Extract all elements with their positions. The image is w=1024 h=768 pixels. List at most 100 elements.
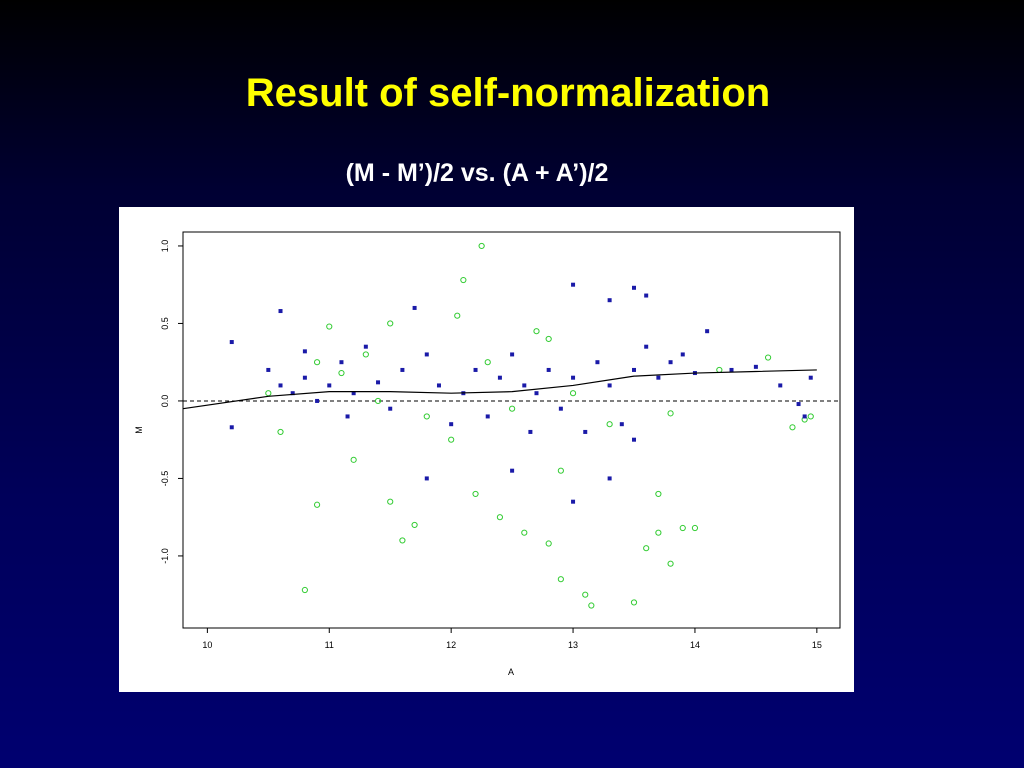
point	[290, 391, 295, 396]
point	[376, 380, 381, 385]
point	[301, 586, 308, 594]
point	[229, 340, 234, 345]
point	[632, 437, 637, 442]
point	[644, 344, 649, 349]
point	[619, 422, 624, 427]
point	[789, 424, 796, 431]
y-tick-label: 0.0	[160, 395, 170, 408]
point	[546, 367, 551, 372]
point	[313, 359, 321, 366]
point	[472, 490, 479, 498]
point	[424, 352, 429, 357]
point	[509, 405, 516, 412]
point	[485, 414, 490, 419]
point	[679, 524, 686, 532]
y-tick-label: 1.0	[160, 240, 170, 253]
point	[569, 390, 577, 397]
point	[229, 425, 234, 430]
point	[400, 367, 405, 372]
point	[302, 375, 307, 380]
point	[571, 282, 576, 287]
y-tick-label: -1.0	[160, 548, 170, 564]
point	[302, 349, 307, 354]
point	[496, 514, 504, 521]
point	[387, 498, 394, 505]
x-tick-label: 11	[325, 640, 334, 650]
point	[424, 476, 429, 481]
point	[583, 429, 588, 434]
point	[277, 428, 284, 436]
x-tick-label: 12	[446, 640, 456, 650]
point	[313, 501, 321, 508]
point	[278, 309, 283, 314]
point	[571, 375, 576, 380]
point	[528, 429, 533, 434]
point	[807, 413, 814, 420]
point	[449, 422, 454, 427]
point	[667, 560, 674, 567]
point	[339, 360, 344, 365]
point	[545, 540, 552, 547]
point	[680, 352, 685, 357]
point	[387, 320, 394, 327]
point	[582, 591, 589, 598]
point	[510, 352, 515, 357]
point	[655, 529, 662, 536]
x-tick-label: 10	[202, 640, 212, 650]
point	[667, 410, 674, 417]
fit-line	[182, 369, 817, 410]
point	[351, 391, 356, 396]
point	[345, 414, 350, 419]
point	[796, 402, 801, 407]
y-tick-label: -0.5	[160, 471, 170, 487]
point	[632, 285, 637, 290]
point	[533, 328, 540, 335]
point	[497, 375, 502, 380]
x-tick-label: 15	[812, 640, 822, 650]
point	[388, 406, 393, 411]
point	[350, 456, 357, 463]
point	[656, 375, 661, 380]
point	[778, 383, 783, 388]
point	[558, 406, 563, 411]
x-tick-label: 14	[690, 640, 700, 650]
point	[607, 383, 612, 388]
point	[448, 436, 455, 443]
point	[315, 398, 320, 403]
point	[764, 354, 772, 361]
point	[374, 397, 382, 405]
point	[484, 359, 491, 366]
plot-frame	[182, 231, 841, 629]
point	[278, 383, 283, 388]
point	[478, 242, 485, 250]
point	[460, 276, 467, 284]
point	[522, 383, 527, 388]
point	[327, 383, 332, 388]
point	[545, 335, 552, 343]
x-tick-label: 13	[568, 640, 578, 650]
point	[588, 602, 595, 609]
plot-panel	[119, 207, 854, 692]
point	[705, 329, 710, 334]
point	[668, 360, 673, 365]
y-tick-label: 0.5	[160, 317, 170, 330]
point	[643, 545, 650, 552]
point	[753, 364, 758, 369]
point	[557, 467, 564, 474]
point	[338, 369, 345, 377]
point	[729, 367, 734, 372]
point	[808, 375, 813, 380]
point	[606, 421, 613, 428]
point	[691, 524, 699, 532]
point	[411, 521, 418, 529]
x-axis-label: A	[508, 667, 514, 677]
point	[454, 312, 461, 319]
point	[510, 468, 515, 473]
point	[363, 344, 368, 349]
slide-title: Result of self-normalization	[246, 71, 771, 115]
point	[362, 351, 369, 358]
point	[802, 414, 807, 419]
y-axis-label: M	[134, 426, 144, 434]
point	[571, 499, 576, 504]
